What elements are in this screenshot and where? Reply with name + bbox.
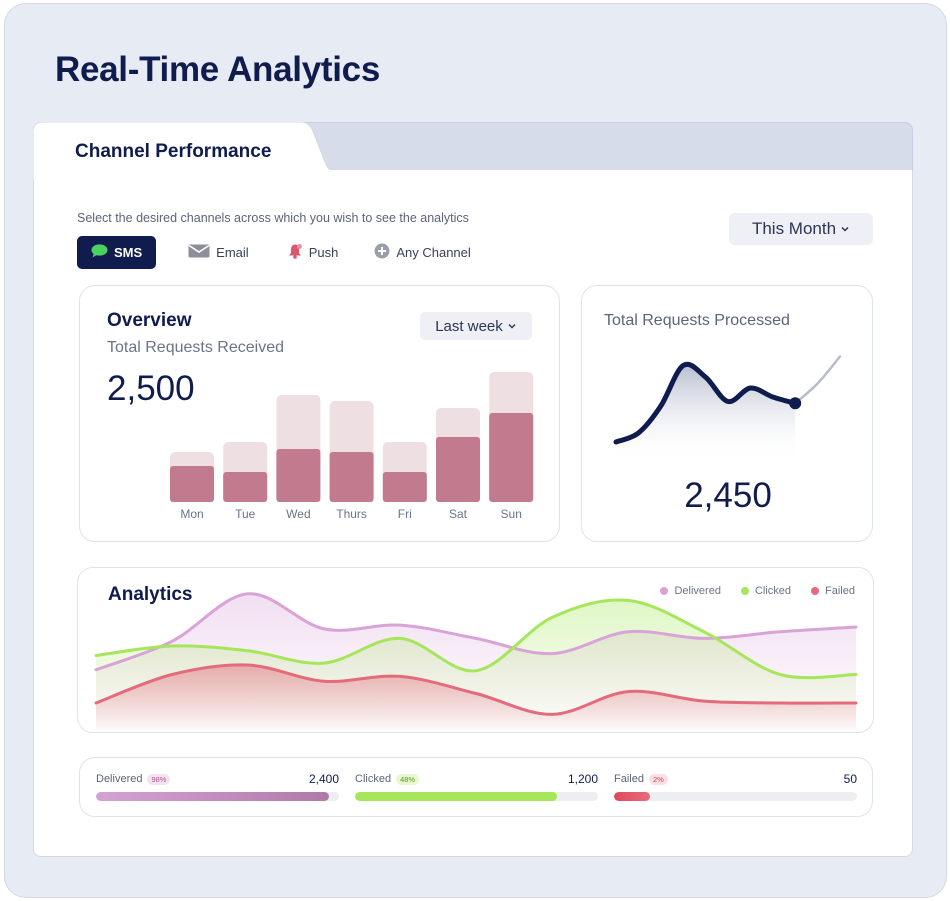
channel-email-button[interactable]: Email bbox=[188, 236, 249, 269]
bar-axis-label: Thurs bbox=[336, 507, 367, 521]
bar-processed bbox=[223, 472, 268, 502]
stat-percent-badge: 98% bbox=[147, 773, 171, 785]
chat-bubble-icon bbox=[91, 244, 108, 261]
legend-dot bbox=[660, 587, 669, 595]
series-line-delivered bbox=[94, 592, 858, 672]
channel-instructions: Select the desired channels across which… bbox=[77, 211, 469, 225]
progress-track bbox=[96, 792, 339, 801]
processed-line-chart bbox=[613, 355, 842, 464]
legend-item-delivered: Delivered bbox=[660, 585, 721, 597]
bar-axis-label: Wed bbox=[286, 507, 310, 521]
channel-filter: SMS Email Push Any Channel bbox=[77, 236, 471, 269]
legend-item-clicked: Clicked bbox=[740, 585, 792, 597]
bar-processed bbox=[489, 413, 534, 502]
channel-any-button[interactable]: Any Channel bbox=[374, 236, 471, 269]
chevron-down-icon bbox=[841, 226, 849, 232]
progress-fill bbox=[614, 792, 651, 801]
page-title: Real-Time Analytics bbox=[55, 50, 380, 89]
overview-card: Mon Tue Wed Thurs Fri Sat Sun Overview Total R… bbox=[79, 285, 560, 542]
stat-name: Clicked bbox=[355, 773, 392, 785]
channel-label: SMS bbox=[114, 245, 143, 260]
legend-dot bbox=[740, 587, 749, 595]
bar-axis-label: Sat bbox=[449, 507, 468, 521]
channel-sms-button[interactable]: SMS bbox=[77, 236, 157, 269]
channel-label: Email bbox=[216, 245, 249, 260]
envelope-icon bbox=[188, 244, 210, 261]
period-dropdown-value: This Month bbox=[751, 219, 837, 238]
stat-value: 2,400 bbox=[308, 772, 339, 786]
bar-axis-label: Mon bbox=[180, 507, 203, 521]
bar-axis-label: Sun bbox=[501, 507, 522, 521]
progress-fill bbox=[96, 792, 330, 801]
series-line-clicked bbox=[94, 598, 858, 680]
overview-bar-chart: Mon Tue Wed Thurs Fri Sat Sun bbox=[170, 372, 534, 521]
chevron-down-icon bbox=[508, 323, 516, 329]
stat-value: 50 bbox=[843, 772, 857, 786]
stat-name: Failed bbox=[614, 773, 644, 785]
progress-fill bbox=[355, 792, 557, 801]
overview-subtitle: Total Requests Received bbox=[107, 339, 284, 356]
stat-value: 1,200 bbox=[567, 772, 598, 786]
stat-name: Delivered bbox=[96, 773, 143, 785]
analytics-card: Analytics Delivered Clicked Failed bbox=[77, 567, 874, 733]
legend-item-failed: Failed bbox=[811, 585, 855, 597]
processed-line-projection bbox=[793, 355, 842, 405]
processed-card: Total Requests Processed 2,450 bbox=[581, 285, 873, 542]
stat-label: Delivered 98% bbox=[96, 773, 171, 785]
stats-card: Delivered 98% 2,400 Clicked 48% 1,200 Fa… bbox=[79, 757, 873, 817]
legend-label: Clicked bbox=[754, 585, 792, 597]
range-dropdown-value: Last week bbox=[435, 317, 503, 335]
bell-icon bbox=[287, 243, 303, 262]
stat-percent-badge: 2% bbox=[648, 773, 668, 785]
legend-dot bbox=[811, 587, 820, 595]
bar-axis-label: Fri bbox=[398, 507, 412, 521]
period-dropdown[interactable]: This Month bbox=[729, 213, 873, 245]
bar-processed bbox=[170, 466, 214, 502]
overview-title: Overview bbox=[107, 310, 192, 331]
stat-label: Failed 2% bbox=[614, 773, 668, 785]
tab-channel-performance[interactable]: Channel Performance bbox=[33, 122, 363, 180]
processed-current-point bbox=[789, 397, 802, 410]
bar-processed bbox=[382, 472, 427, 502]
channel-label: Any Channel bbox=[396, 245, 471, 260]
bar-processed bbox=[436, 437, 480, 502]
processed-value: 2,450 bbox=[684, 476, 772, 515]
tab-label: Channel Performance bbox=[75, 141, 272, 162]
stat-label: Clicked 48% bbox=[355, 773, 420, 785]
plus-circle-icon bbox=[374, 243, 390, 262]
series-line-failed bbox=[94, 663, 858, 716]
overview-value: 2,500 bbox=[107, 369, 195, 408]
progress-track bbox=[355, 792, 598, 801]
analytics-area-chart bbox=[94, 592, 858, 732]
bar-processed bbox=[329, 452, 374, 502]
stat-percent-badge: 48% bbox=[396, 773, 420, 785]
analytics-legend: Delivered Clicked Failed bbox=[660, 585, 855, 597]
progress-track bbox=[614, 792, 857, 801]
channel-push-button[interactable]: Push bbox=[287, 236, 339, 269]
range-dropdown[interactable]: Last week bbox=[420, 312, 532, 340]
bar-axis-label: Tue bbox=[235, 507, 256, 521]
legend-label: Delivered bbox=[674, 585, 721, 597]
channel-label: Push bbox=[308, 245, 339, 260]
processed-line bbox=[613, 361, 798, 445]
processed-title: Total Requests Processed bbox=[604, 312, 790, 329]
legend-label: Failed bbox=[825, 585, 855, 597]
bar-processed bbox=[276, 449, 321, 502]
series-area-failed bbox=[96, 664, 856, 732]
analytics-title: Analytics bbox=[108, 584, 193, 605]
